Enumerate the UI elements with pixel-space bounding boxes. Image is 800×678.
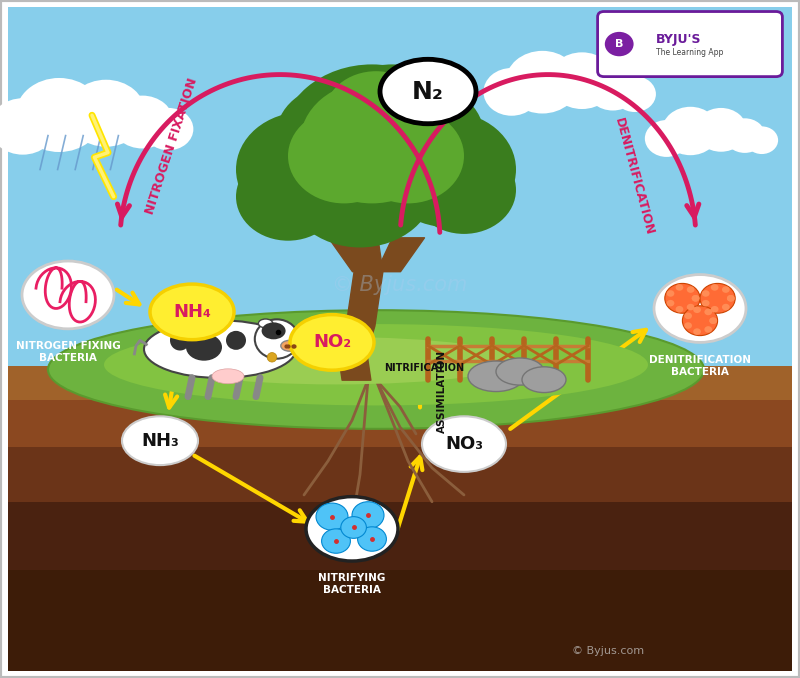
Ellipse shape bbox=[306, 496, 398, 561]
Circle shape bbox=[284, 119, 436, 247]
Circle shape bbox=[666, 290, 674, 297]
FancyBboxPatch shape bbox=[8, 7, 792, 407]
Text: N₂: N₂ bbox=[412, 79, 444, 104]
Ellipse shape bbox=[150, 284, 234, 340]
Circle shape bbox=[322, 529, 350, 553]
Circle shape bbox=[15, 78, 103, 152]
Ellipse shape bbox=[654, 275, 746, 342]
Circle shape bbox=[675, 306, 683, 313]
Circle shape bbox=[324, 71, 428, 159]
Circle shape bbox=[710, 284, 718, 291]
Circle shape bbox=[358, 527, 386, 551]
Text: NO₃: NO₃ bbox=[445, 435, 483, 453]
Ellipse shape bbox=[267, 353, 277, 362]
Circle shape bbox=[586, 66, 639, 111]
Ellipse shape bbox=[22, 261, 114, 329]
Circle shape bbox=[352, 502, 384, 529]
Circle shape bbox=[686, 286, 694, 293]
Circle shape bbox=[702, 290, 710, 297]
FancyBboxPatch shape bbox=[8, 447, 792, 502]
Circle shape bbox=[236, 112, 372, 227]
Circle shape bbox=[300, 81, 444, 203]
Ellipse shape bbox=[156, 337, 516, 384]
Circle shape bbox=[682, 306, 718, 336]
Circle shape bbox=[0, 98, 56, 155]
Circle shape bbox=[341, 517, 366, 538]
Ellipse shape bbox=[262, 322, 286, 339]
Circle shape bbox=[684, 322, 692, 329]
Circle shape bbox=[316, 503, 348, 530]
Circle shape bbox=[665, 283, 700, 313]
Ellipse shape bbox=[104, 324, 648, 405]
Circle shape bbox=[710, 306, 718, 313]
FancyBboxPatch shape bbox=[8, 570, 792, 671]
Ellipse shape bbox=[254, 319, 298, 359]
Text: ASSIMILATION: ASSIMILATION bbox=[437, 350, 446, 433]
Text: NO₂: NO₂ bbox=[313, 334, 351, 351]
Ellipse shape bbox=[48, 311, 704, 429]
Text: DENITRIFICATION: DENITRIFICATION bbox=[612, 116, 655, 237]
Circle shape bbox=[483, 68, 540, 116]
Text: NH₃: NH₃ bbox=[141, 432, 179, 450]
Circle shape bbox=[695, 108, 747, 152]
Circle shape bbox=[111, 96, 174, 148]
FancyBboxPatch shape bbox=[598, 12, 782, 77]
Circle shape bbox=[143, 108, 194, 151]
Circle shape bbox=[722, 286, 730, 293]
Text: NITROGEN FIXING
BACTERIA: NITROGEN FIXING BACTERIA bbox=[16, 341, 120, 363]
Circle shape bbox=[692, 295, 699, 302]
Circle shape bbox=[324, 64, 460, 180]
Circle shape bbox=[675, 284, 683, 291]
FancyBboxPatch shape bbox=[8, 400, 792, 447]
Circle shape bbox=[549, 52, 615, 109]
Circle shape bbox=[662, 106, 719, 155]
Text: NITROGEN FIXATION: NITROGEN FIXATION bbox=[144, 76, 200, 216]
Circle shape bbox=[746, 126, 778, 154]
Ellipse shape bbox=[281, 340, 298, 351]
Text: B: B bbox=[615, 39, 623, 49]
Circle shape bbox=[288, 108, 400, 203]
Circle shape bbox=[704, 326, 712, 333]
Ellipse shape bbox=[226, 331, 246, 350]
Circle shape bbox=[693, 306, 701, 313]
Text: The Learning App: The Learning App bbox=[656, 48, 723, 58]
Text: © Byjus.com: © Byjus.com bbox=[332, 275, 468, 295]
Ellipse shape bbox=[380, 59, 476, 123]
Circle shape bbox=[700, 283, 735, 313]
Ellipse shape bbox=[186, 334, 222, 361]
Circle shape bbox=[684, 313, 692, 319]
Ellipse shape bbox=[212, 369, 244, 384]
Circle shape bbox=[727, 295, 734, 302]
Circle shape bbox=[727, 295, 734, 302]
Ellipse shape bbox=[170, 330, 190, 351]
Circle shape bbox=[666, 300, 674, 306]
Circle shape bbox=[692, 295, 699, 302]
Circle shape bbox=[236, 153, 340, 241]
Circle shape bbox=[710, 317, 717, 324]
Text: NITRIFYING
BACTERIA: NITRIFYING BACTERIA bbox=[318, 573, 386, 595]
Ellipse shape bbox=[290, 315, 374, 370]
Circle shape bbox=[614, 76, 656, 112]
Circle shape bbox=[725, 119, 766, 153]
Circle shape bbox=[605, 32, 634, 56]
FancyBboxPatch shape bbox=[8, 366, 792, 400]
Ellipse shape bbox=[258, 319, 273, 328]
Text: NITRIFICATION: NITRIFICATION bbox=[384, 363, 464, 373]
Circle shape bbox=[364, 85, 484, 186]
Circle shape bbox=[280, 64, 464, 220]
Circle shape bbox=[710, 317, 717, 324]
Circle shape bbox=[276, 85, 396, 186]
Ellipse shape bbox=[522, 367, 566, 393]
Text: DENITRIFICATION
BACTERIA: DENITRIFICATION BACTERIA bbox=[649, 355, 751, 377]
Circle shape bbox=[702, 300, 710, 306]
Text: BYJU'S: BYJU'S bbox=[656, 33, 702, 46]
Circle shape bbox=[352, 108, 464, 203]
Circle shape bbox=[645, 120, 688, 157]
Circle shape bbox=[693, 328, 701, 335]
Ellipse shape bbox=[496, 358, 544, 385]
Text: NH₄: NH₄ bbox=[173, 303, 211, 321]
Circle shape bbox=[66, 80, 146, 146]
Ellipse shape bbox=[122, 416, 198, 465]
Circle shape bbox=[380, 112, 516, 227]
